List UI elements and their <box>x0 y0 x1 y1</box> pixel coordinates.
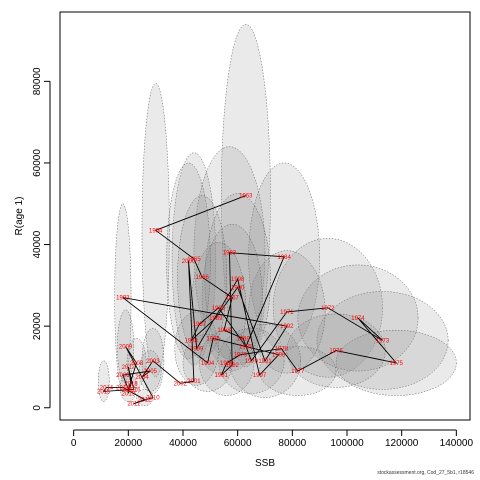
confidence-ellipse <box>98 360 110 402</box>
year-label: 1993 <box>116 296 130 302</box>
year-label: 1981 <box>215 373 229 379</box>
x-tick-label: 80000 <box>278 438 306 449</box>
y-tick-label: 60000 <box>32 149 43 177</box>
y-tick-label: 20000 <box>32 312 43 340</box>
x-tick-label: 100000 <box>330 438 364 449</box>
year-label: 1973 <box>376 338 390 344</box>
trajectory-line <box>102 195 398 405</box>
year-label: 1976 <box>329 349 343 355</box>
x-tick-label: 60000 <box>224 438 252 449</box>
confidence-ellipse <box>316 291 449 390</box>
year-label: 1964 <box>149 228 163 234</box>
year-label: 2001 <box>187 379 201 385</box>
year-label: 1975 <box>390 361 404 367</box>
year-label: 1994 <box>201 361 215 367</box>
x-tick-label: 20000 <box>114 438 142 449</box>
confidence-ellipse <box>117 309 135 384</box>
x-tick-label: 120000 <box>385 438 419 449</box>
year-label: 2006 <box>116 373 130 379</box>
year-label: 2018 <box>124 381 138 387</box>
year-label: 2002 <box>174 381 188 387</box>
year-label: 2000 <box>182 259 196 265</box>
y-tick-label: 80000 <box>32 67 43 95</box>
year-label: 1999 <box>190 347 204 353</box>
year-label: 2013 <box>116 385 130 391</box>
y-axis-title: R(age 1) <box>14 197 25 236</box>
year-label: 1967 <box>226 296 240 302</box>
year-label: 2010 <box>146 396 160 402</box>
year-label: 2009 <box>119 345 133 351</box>
year-label: 1992 <box>280 324 294 330</box>
x-axis-title: SSB <box>255 458 275 469</box>
year-label: 1997 <box>253 373 267 379</box>
year-label: 1990 <box>231 285 245 291</box>
year-label: 1982 <box>226 363 240 369</box>
year-labels: 1963 1964 1965 1966 1967 1968 1969 1970 1971 1972… <box>97 194 403 408</box>
year-label: 2004 <box>135 375 149 381</box>
year-label: 2015 <box>97 389 111 395</box>
plot-frame <box>59 11 471 421</box>
year-label: 1996 <box>272 353 286 359</box>
year-label: 1987 <box>193 322 207 328</box>
year-label: 2019 <box>122 391 136 397</box>
year-label: 1984 <box>277 255 291 261</box>
year-label: 1986 <box>212 306 226 312</box>
year-label: 2008 <box>130 361 144 367</box>
trajectory-lines <box>102 195 398 405</box>
x-tick-label: 40000 <box>169 438 197 449</box>
x-axis: 0 20000 40000 60000 80000 100000 120000 140000 <box>71 429 474 449</box>
x-tick-label: 140000 <box>440 438 474 449</box>
year-label: 1971 <box>280 310 294 316</box>
year-label: 2012 <box>138 398 152 404</box>
year-label: 1983 <box>223 251 237 257</box>
year-label: 1991 <box>258 359 272 365</box>
year-label: 1995 <box>206 336 220 342</box>
confidence-ellipse <box>166 162 211 360</box>
year-label: 1980 <box>220 361 234 367</box>
x-tick-label: 0 <box>71 438 77 449</box>
year-label: 1979 <box>234 353 248 359</box>
year-label: 1968 <box>217 328 231 334</box>
year-label: 2017 <box>122 365 136 371</box>
year-label: 1998 <box>231 277 245 283</box>
year-label: 1972 <box>321 306 335 312</box>
year-label: 1989 <box>209 316 223 322</box>
y-tick-label: 0 <box>32 405 43 411</box>
year-label: 1966 <box>195 275 209 281</box>
year-label: 1963 <box>239 194 253 200</box>
year-label: 2003 <box>146 359 160 365</box>
year-label: 1970 <box>245 359 259 365</box>
year-label: 1969 <box>236 336 250 342</box>
y-tick-label: 40000 <box>32 230 43 258</box>
year-label: 2014 <box>100 385 114 391</box>
y-axis: 0 20000 40000 60000 80000 <box>32 67 51 411</box>
year-label: 2007 <box>122 387 136 393</box>
year-label: 2016 <box>127 387 141 393</box>
year-label: 2005 <box>144 369 158 375</box>
year-label: 2011 <box>127 402 141 408</box>
source-caption: stockassessment.org, Cod_27_5b1, r18546 <box>377 470 474 476</box>
year-label: 1985 <box>239 345 253 351</box>
year-label: 1974 <box>351 316 365 322</box>
year-label: 1988 <box>185 338 199 344</box>
confidence-ellipse <box>119 372 137 402</box>
year-label: 1978 <box>275 347 289 353</box>
year-label: 1965 <box>187 257 201 263</box>
year-label: 1977 <box>291 369 305 375</box>
